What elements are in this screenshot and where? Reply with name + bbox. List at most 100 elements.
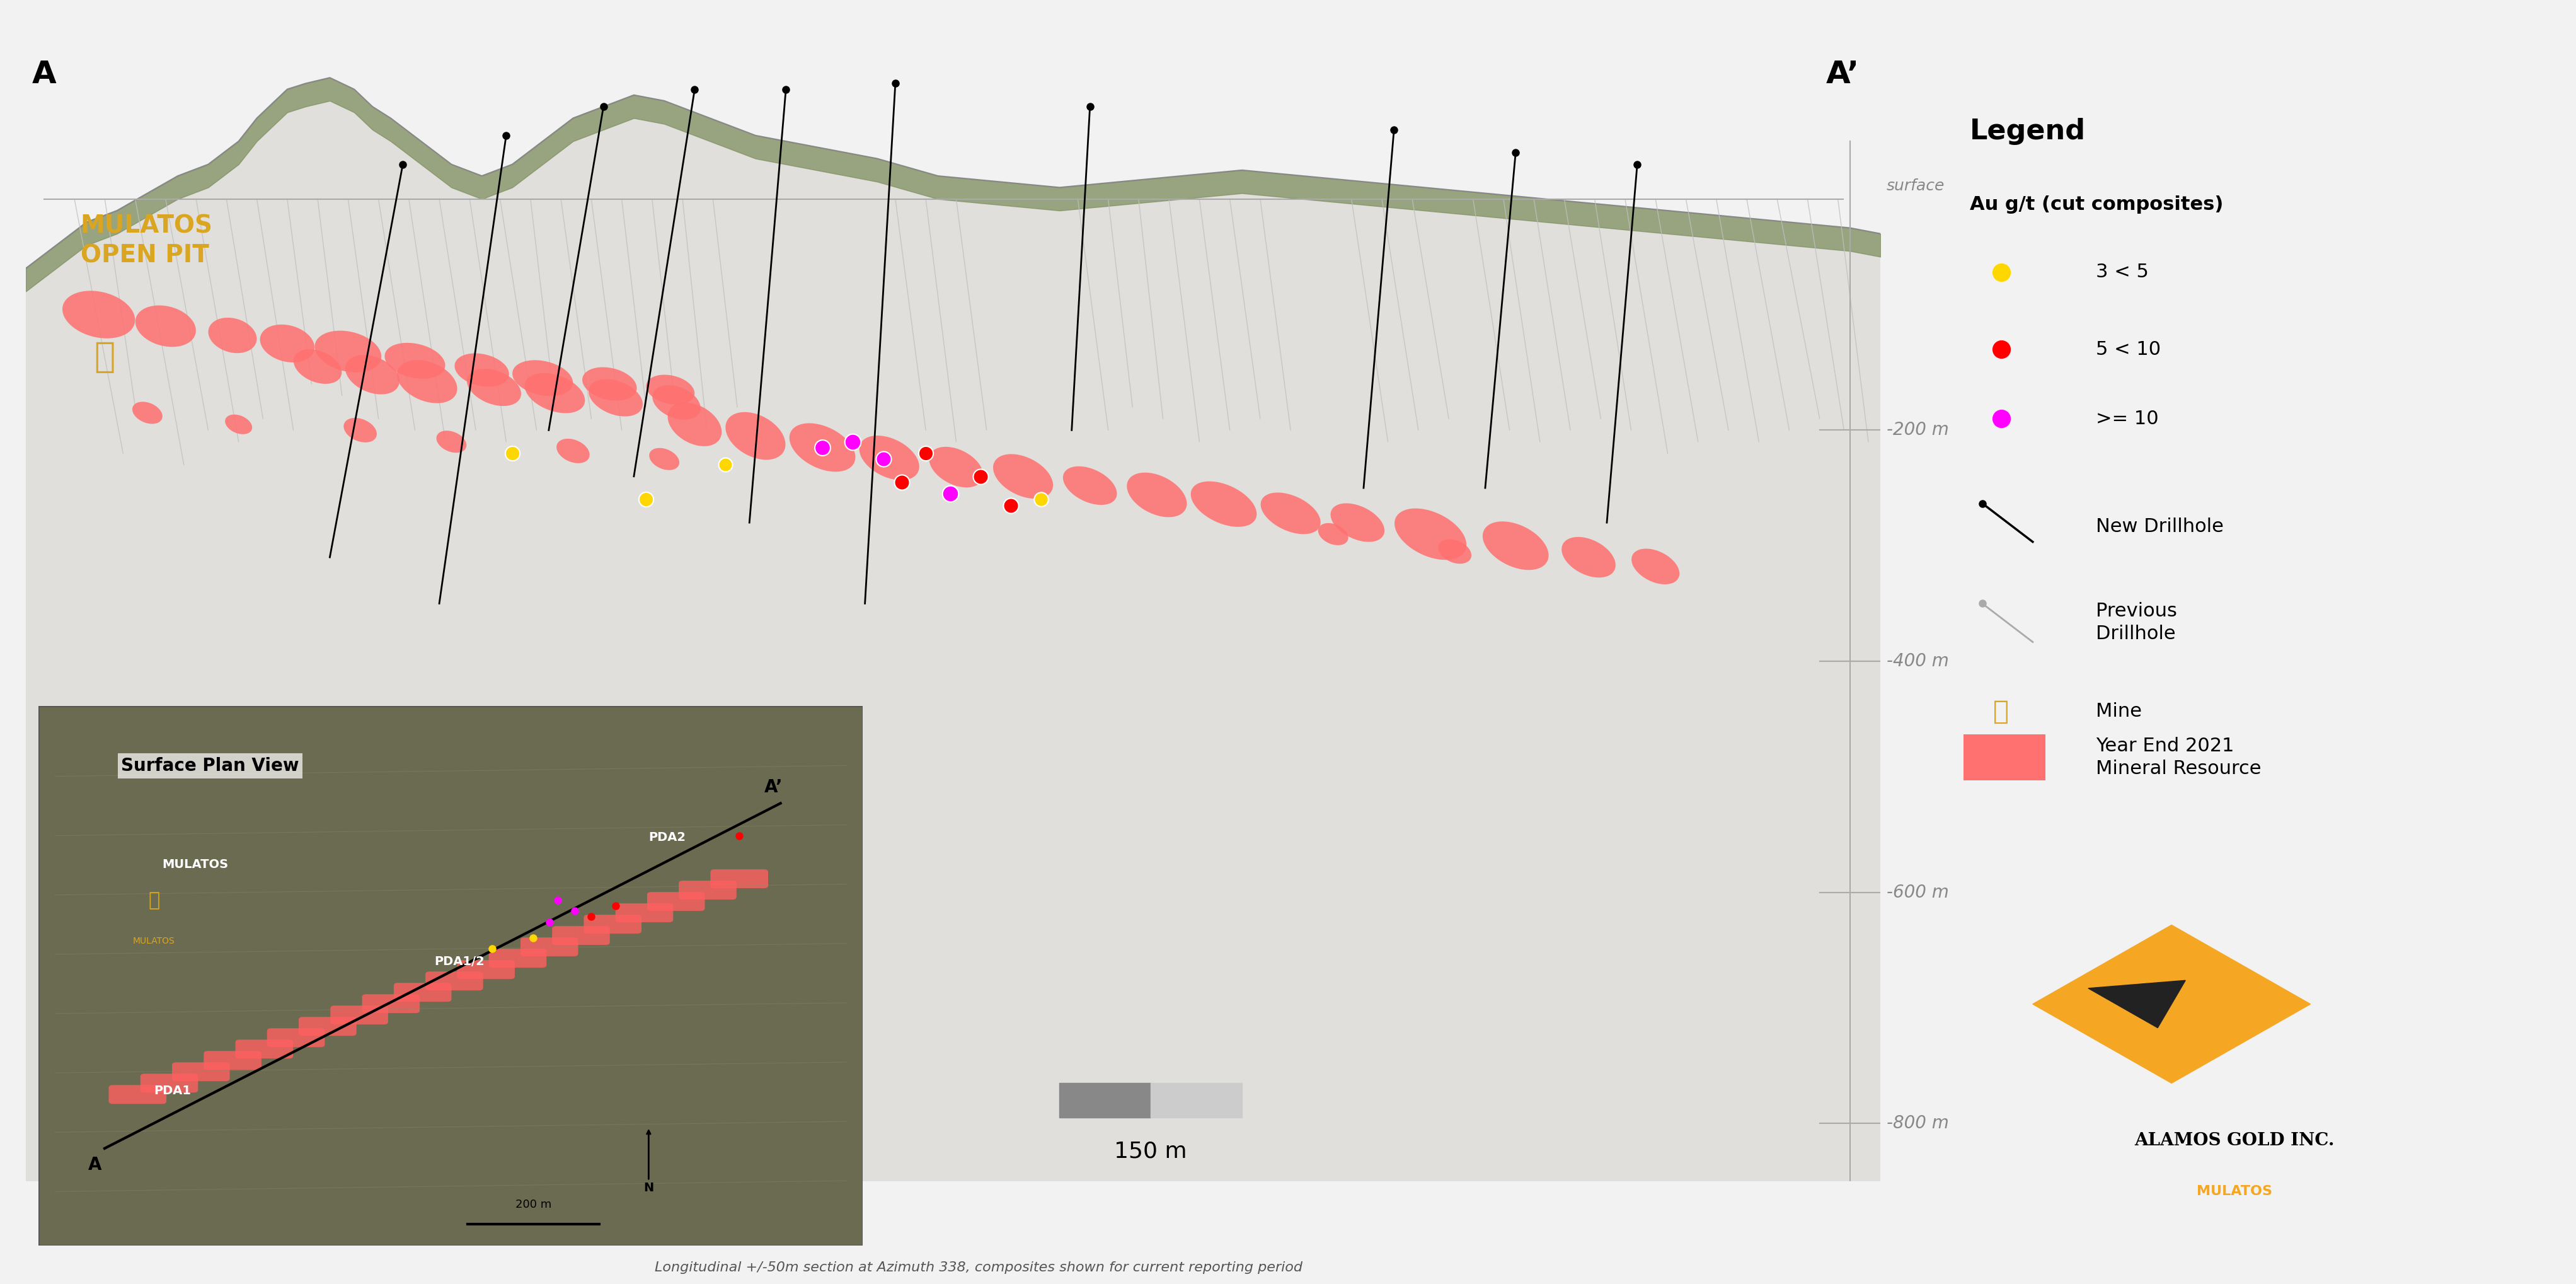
- Polygon shape: [1126, 473, 1188, 517]
- Text: -600 m: -600 m: [1886, 883, 1950, 901]
- Text: A: A: [88, 1156, 100, 1174]
- Point: [832, 431, 873, 452]
- Polygon shape: [788, 424, 855, 471]
- Polygon shape: [384, 343, 446, 379]
- Text: -400 m: -400 m: [1886, 652, 1950, 670]
- Polygon shape: [131, 402, 162, 424]
- Polygon shape: [860, 435, 920, 480]
- Text: MULATOS: MULATOS: [2197, 1185, 2272, 1198]
- Polygon shape: [726, 412, 786, 460]
- FancyBboxPatch shape: [394, 982, 451, 1002]
- FancyBboxPatch shape: [1963, 734, 2045, 781]
- FancyBboxPatch shape: [711, 869, 768, 889]
- Text: New Drillhole: New Drillhole: [2097, 517, 2223, 535]
- FancyBboxPatch shape: [204, 1052, 260, 1070]
- Text: Legend: Legend: [1971, 118, 2087, 145]
- FancyBboxPatch shape: [268, 1028, 325, 1048]
- FancyBboxPatch shape: [234, 1040, 294, 1058]
- FancyBboxPatch shape: [425, 972, 484, 990]
- Text: ⛏: ⛏: [1994, 698, 2009, 724]
- Polygon shape: [466, 369, 520, 406]
- Polygon shape: [1631, 548, 1680, 584]
- Polygon shape: [1332, 503, 1383, 542]
- FancyBboxPatch shape: [139, 1073, 198, 1093]
- Polygon shape: [582, 367, 636, 401]
- Polygon shape: [587, 379, 644, 416]
- Text: PDA1: PDA1: [155, 1085, 191, 1097]
- Text: PDA2: PDA2: [649, 832, 685, 844]
- Polygon shape: [343, 417, 376, 443]
- Text: 5 < 10: 5 < 10: [2097, 340, 2161, 358]
- Polygon shape: [1319, 523, 1347, 546]
- Point: [703, 455, 744, 475]
- Point: [881, 473, 922, 493]
- Polygon shape: [453, 353, 510, 386]
- Polygon shape: [1561, 537, 1615, 578]
- Text: N: N: [644, 1183, 654, 1194]
- Polygon shape: [345, 354, 399, 394]
- Text: >= 10: >= 10: [2097, 410, 2159, 428]
- FancyBboxPatch shape: [299, 1017, 355, 1036]
- Polygon shape: [224, 415, 252, 434]
- Text: 3 < 5: 3 < 5: [2097, 263, 2148, 281]
- Point: [626, 489, 667, 510]
- FancyBboxPatch shape: [173, 1062, 229, 1081]
- Text: 150 m: 150 m: [1115, 1141, 1188, 1162]
- Point: [989, 496, 1030, 516]
- Polygon shape: [1394, 508, 1466, 560]
- Text: MULATOS
OPEN PIT: MULATOS OPEN PIT: [80, 214, 214, 267]
- Polygon shape: [1437, 539, 1471, 564]
- Polygon shape: [294, 349, 343, 384]
- Polygon shape: [26, 78, 1880, 1181]
- Polygon shape: [314, 331, 381, 372]
- Text: MULATOS: MULATOS: [134, 936, 175, 945]
- Text: -800 m: -800 m: [1886, 1115, 1950, 1132]
- Polygon shape: [513, 361, 572, 397]
- Point: [863, 449, 904, 470]
- Polygon shape: [667, 402, 721, 447]
- Text: Surface Plan View: Surface Plan View: [121, 758, 299, 774]
- Polygon shape: [260, 325, 314, 362]
- FancyBboxPatch shape: [456, 960, 515, 978]
- FancyBboxPatch shape: [585, 914, 641, 933]
- Polygon shape: [994, 455, 1054, 498]
- FancyBboxPatch shape: [520, 937, 577, 957]
- Polygon shape: [209, 317, 258, 353]
- Text: surface: surface: [1886, 178, 1945, 194]
- Text: Au g/t (cut composites): Au g/t (cut composites): [1971, 195, 2223, 213]
- Polygon shape: [1484, 521, 1548, 570]
- Point: [930, 484, 971, 505]
- Polygon shape: [435, 430, 466, 453]
- Polygon shape: [1260, 493, 1321, 534]
- FancyBboxPatch shape: [363, 994, 420, 1013]
- Polygon shape: [649, 448, 680, 470]
- Text: A’: A’: [765, 778, 783, 796]
- Text: 200 m: 200 m: [515, 1199, 551, 1211]
- Point: [904, 443, 945, 464]
- Polygon shape: [526, 374, 585, 413]
- Text: Year End 2021
Mineral Resource: Year End 2021 Mineral Resource: [2097, 737, 2262, 778]
- FancyBboxPatch shape: [680, 881, 737, 900]
- Text: Longitudinal +/-50m section at Azimuth 338, composites shown for current reporti: Longitudinal +/-50m section at Azimuth 3…: [654, 1261, 1303, 1274]
- Point: [1020, 489, 1061, 510]
- FancyBboxPatch shape: [551, 926, 611, 945]
- Polygon shape: [1064, 466, 1118, 505]
- Point: [492, 443, 533, 464]
- Text: Mine: Mine: [2097, 702, 2141, 720]
- FancyBboxPatch shape: [489, 949, 546, 968]
- Polygon shape: [930, 447, 984, 488]
- FancyBboxPatch shape: [647, 892, 706, 910]
- Text: Previous
Drillhole: Previous Drillhole: [2097, 602, 2177, 643]
- Text: ⛏: ⛏: [95, 340, 116, 374]
- Polygon shape: [2032, 924, 2311, 1084]
- Text: ⛏: ⛏: [149, 891, 160, 909]
- Polygon shape: [2089, 981, 2184, 1027]
- Polygon shape: [652, 385, 701, 420]
- FancyBboxPatch shape: [616, 904, 672, 922]
- Polygon shape: [62, 290, 134, 339]
- Text: PDA1/2: PDA1/2: [435, 955, 484, 968]
- Text: A’: A’: [1826, 59, 1860, 90]
- Text: A: A: [31, 59, 57, 90]
- Polygon shape: [556, 439, 590, 464]
- FancyBboxPatch shape: [108, 1085, 167, 1104]
